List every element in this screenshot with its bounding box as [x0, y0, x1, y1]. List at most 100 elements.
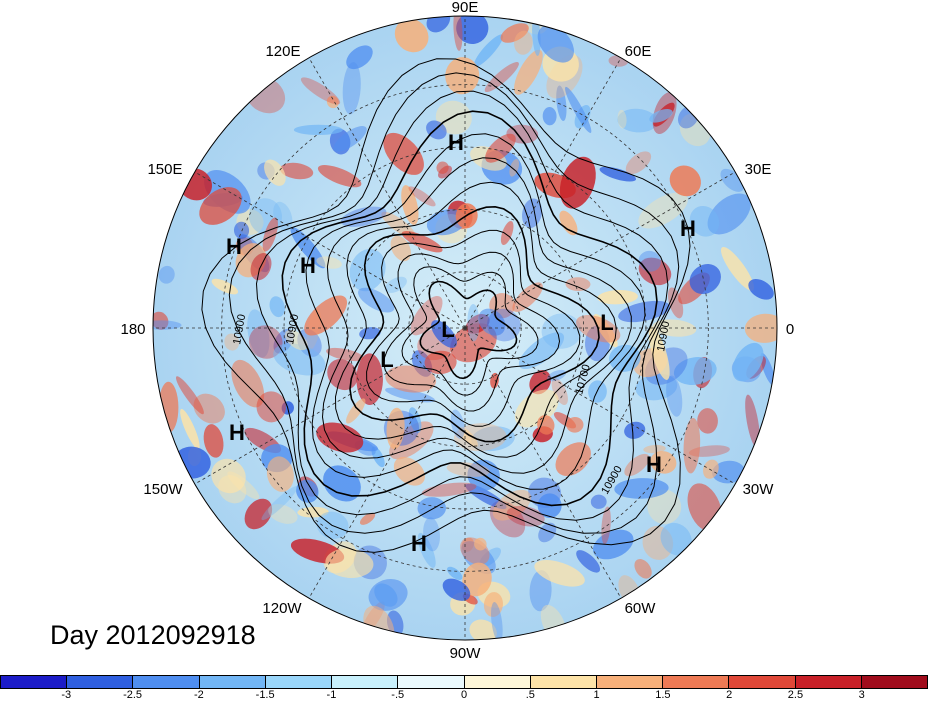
colorbar-box — [67, 676, 134, 688]
anomaly-patch — [720, 168, 745, 192]
contour-label: 10900 — [655, 320, 672, 352]
plot-title: Day 2012092918 — [50, 620, 256, 650]
anomaly-patch — [349, 248, 386, 292]
colorbar-box — [861, 676, 928, 688]
colorbar-box — [795, 676, 862, 688]
anomaly-patch — [551, 378, 568, 405]
anomaly-patch — [450, 323, 497, 363]
anomaly-patch — [326, 95, 339, 109]
colorbar-tick-label: 0 — [460, 689, 468, 701]
colorbar-tick-label: -2.5 — [123, 689, 143, 701]
anomaly-patch — [500, 23, 529, 43]
anomaly-patch — [389, 421, 434, 460]
anomaly-patch — [384, 276, 407, 293]
anomaly-patch — [426, 16, 451, 33]
lon-label-30e: 30E — [745, 161, 772, 178]
anomaly-patch — [666, 375, 683, 417]
map-boundary — [152, 15, 778, 641]
anomaly-patch — [203, 424, 224, 458]
anomaly-patch — [244, 498, 273, 530]
anomaly-patch — [401, 231, 443, 253]
anomaly-patch — [408, 407, 422, 433]
contour-line — [419, 280, 518, 380]
anomaly-patch — [537, 25, 574, 63]
colorbar-tick-label: 2.5 — [787, 689, 804, 701]
anomaly-patch — [297, 328, 322, 357]
anomaly-patch — [180, 408, 200, 450]
colorbar-tick-label: 1 — [593, 689, 600, 701]
anomaly-patch — [256, 391, 287, 423]
colorbar-box — [530, 676, 597, 688]
anomaly-patch — [410, 295, 443, 336]
contour-label: 10900 — [231, 313, 248, 345]
lon-label-180: 180 — [120, 321, 145, 338]
anomaly-patch — [462, 562, 492, 597]
anomaly-patch — [293, 124, 343, 136]
anomaly-patch — [158, 265, 175, 284]
anomaly-patch — [647, 489, 682, 525]
anomaly-patch — [485, 133, 516, 163]
lon-label-120w: 120W — [262, 600, 302, 617]
anomaly-patch — [417, 532, 436, 568]
anomaly-patch — [617, 108, 658, 133]
meridian-line — [464, 327, 622, 599]
anomaly-patch — [359, 512, 376, 525]
anomaly-patch — [703, 459, 719, 479]
lon-label-90w: 90W — [450, 645, 482, 662]
colorbar-box — [199, 676, 266, 688]
anomaly-patch — [597, 289, 638, 305]
lon-label-120e: 120E — [265, 43, 300, 60]
anomaly-patch — [273, 328, 294, 354]
lon-label-0: 0 — [786, 321, 794, 338]
anomaly-patch — [371, 446, 385, 468]
anomaly-patch — [565, 86, 592, 133]
contour-line — [228, 72, 680, 534]
anomaly-patch — [426, 120, 447, 140]
anomaly-patch — [500, 221, 514, 246]
anomaly-patch — [648, 326, 670, 380]
anomaly-patch — [231, 359, 265, 408]
graticule — [153, 16, 777, 640]
anomaly-patch — [333, 126, 367, 152]
contour-line — [383, 251, 561, 412]
high-pressure-label: H — [300, 253, 316, 278]
anomaly-patch — [461, 541, 496, 575]
anomaly-patch — [538, 522, 557, 543]
colorbar-box — [332, 676, 399, 688]
anomaly-patch — [712, 460, 745, 484]
anomaly-patch — [617, 109, 627, 129]
anomaly-patch — [625, 151, 652, 175]
anomaly-patch — [649, 109, 673, 123]
meridian-line — [308, 327, 466, 599]
lon-label-60e: 60E — [625, 43, 652, 60]
colorbar-tick-label: -3 — [61, 689, 72, 701]
anomaly-patch — [748, 279, 774, 300]
colorbar-tick-label: 3 — [858, 689, 865, 701]
anomaly-patch — [442, 578, 471, 601]
anomaly-patch — [514, 30, 533, 55]
anomaly-patch — [390, 235, 411, 262]
anomaly-patch — [689, 205, 720, 237]
anomaly-patch — [697, 408, 718, 434]
anomaly-patch — [518, 332, 565, 370]
anomaly-patch — [467, 303, 480, 342]
meridian-line — [464, 327, 736, 485]
anomaly-patch — [175, 376, 204, 415]
contour-line — [281, 110, 658, 507]
lon-label-60w: 60W — [625, 600, 657, 617]
anomaly-patch — [262, 217, 278, 252]
anomaly-patch — [290, 227, 326, 269]
colorbar-tick-label: 2 — [726, 689, 733, 701]
colorbar-tick-label: .5 — [525, 689, 535, 701]
anomaly-patch — [224, 333, 240, 351]
low-pressure-label: L — [380, 347, 393, 372]
high-pressure-label: H — [411, 531, 427, 556]
meridian-line — [194, 171, 466, 329]
colorbar-box — [133, 676, 200, 688]
anomaly-patch — [555, 442, 591, 477]
contour-line — [305, 133, 646, 490]
anomaly-patch — [601, 506, 611, 545]
anomaly-patch — [745, 394, 760, 449]
anomaly-patch — [317, 165, 362, 188]
anomaly-patch — [624, 421, 646, 439]
